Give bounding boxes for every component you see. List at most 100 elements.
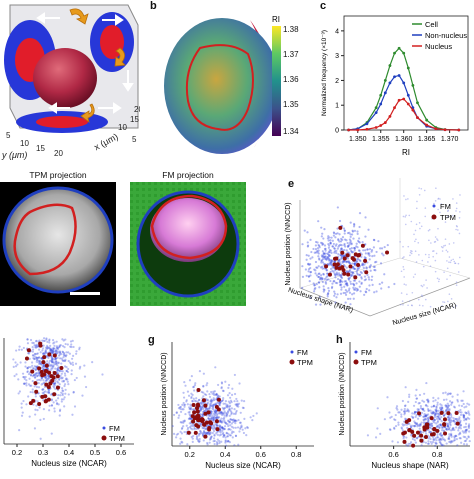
fm-point — [437, 198, 439, 200]
fm-point — [209, 402, 212, 406]
fm-point — [322, 252, 325, 255]
fm-point — [435, 442, 438, 445]
fm-point — [353, 246, 356, 250]
fm-point — [201, 426, 204, 430]
fm-point — [326, 252, 329, 255]
fm-point — [209, 436, 212, 440]
fm-point — [449, 261, 452, 264]
fm-point — [451, 440, 454, 443]
fm-point — [411, 250, 413, 253]
fm-point — [423, 418, 426, 422]
fm-point — [212, 403, 216, 406]
y-axis-label: Normalized frequency (×10⁻³) — [321, 30, 328, 116]
fm-point — [317, 281, 321, 284]
fm-point — [445, 427, 448, 430]
fm-point — [465, 418, 468, 421]
fm-point — [48, 404, 51, 407]
fm-point — [440, 246, 443, 248]
fm-point — [101, 373, 104, 376]
fm-point — [233, 420, 237, 423]
fm-point — [374, 436, 378, 439]
fm-point — [188, 426, 192, 429]
fm-point — [460, 441, 463, 444]
fm-point — [201, 401, 205, 404]
fm-point — [35, 357, 39, 360]
fm-point — [375, 290, 378, 293]
fm-point — [58, 378, 61, 382]
fm-point — [48, 338, 51, 341]
fm-point — [227, 419, 230, 422]
fm-point — [34, 413, 37, 416]
fm-point — [55, 347, 58, 350]
fm-point — [24, 365, 27, 368]
fm-point — [63, 383, 67, 386]
fm-point — [410, 220, 413, 223]
fm-point — [448, 408, 451, 411]
fm-point — [329, 249, 332, 252]
fm-point — [208, 433, 211, 436]
fm-point — [346, 297, 350, 300]
fm-point — [358, 273, 362, 276]
fm-point — [237, 418, 240, 422]
fm-point — [38, 356, 41, 359]
data-point — [443, 128, 447, 132]
fm-point — [236, 426, 240, 429]
fm-point — [423, 417, 426, 420]
fm-point — [55, 363, 58, 366]
tpm-point — [357, 252, 362, 257]
fm-point — [62, 398, 65, 401]
fm-point — [237, 443, 240, 446]
fm-point — [432, 405, 435, 408]
fm-point — [221, 411, 224, 414]
fm-point — [212, 390, 215, 393]
fm-point — [407, 198, 409, 200]
fm-point — [212, 417, 215, 420]
fm-point — [362, 269, 366, 272]
fm-point — [71, 357, 74, 360]
fm-point — [405, 436, 408, 439]
fm-point — [67, 359, 70, 363]
fm-point — [448, 256, 451, 258]
fm-point — [326, 293, 329, 296]
fm-point — [412, 404, 416, 407]
fm-point — [427, 418, 430, 422]
fm-point — [418, 393, 422, 397]
fm-point — [223, 427, 226, 431]
fm-point — [425, 403, 428, 407]
fm-point — [203, 409, 207, 413]
fm-point — [340, 247, 343, 250]
fm-point — [435, 422, 438, 425]
fm-point — [428, 253, 430, 256]
fm-point — [50, 351, 54, 354]
fm-point — [223, 419, 226, 422]
fm-point — [57, 354, 61, 357]
fm-point — [58, 377, 61, 380]
fm-point — [360, 276, 363, 279]
fm-point — [179, 407, 182, 411]
fm-point — [400, 408, 403, 411]
fm-point — [448, 440, 451, 443]
fm-point — [34, 376, 37, 379]
fm-point — [59, 394, 62, 397]
fm-point — [47, 374, 50, 377]
legend-tpm-marker — [431, 214, 437, 220]
fm-point — [68, 352, 71, 355]
fm-point — [447, 436, 450, 439]
fm-point — [233, 373, 236, 377]
fm-point — [462, 402, 465, 406]
fm-point — [219, 427, 222, 431]
fm-point — [425, 398, 429, 402]
fm-point — [73, 405, 77, 408]
legend-fm-marker — [432, 204, 436, 208]
tpm-point — [30, 369, 35, 374]
tpm-point — [195, 402, 200, 407]
legend-fm-label: FM — [297, 348, 308, 357]
fm-point — [424, 215, 427, 218]
fm-point — [222, 427, 225, 430]
fm-point — [352, 237, 355, 240]
fm-point — [199, 430, 202, 433]
fm-point — [348, 231, 351, 234]
fm-point — [74, 362, 78, 365]
fm-point — [34, 340, 38, 343]
fm-point — [210, 417, 213, 420]
